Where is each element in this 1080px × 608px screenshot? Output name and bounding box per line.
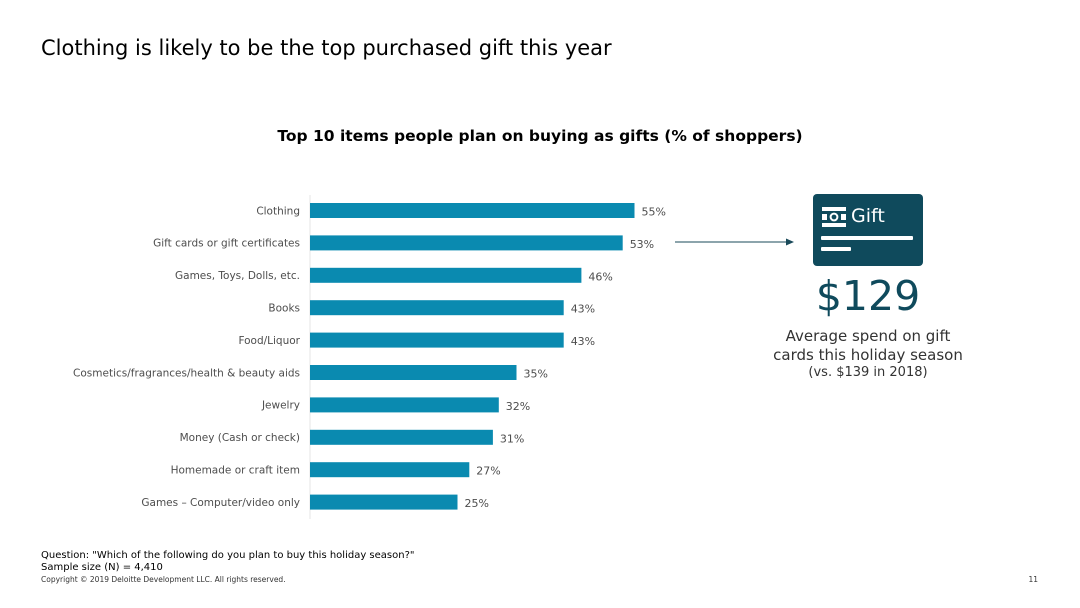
copyright: Copyright © 2019 Deloitte Development LL…: [41, 575, 286, 584]
bar: [310, 203, 635, 218]
gift-card-icon: [822, 207, 846, 227]
bar: [310, 332, 564, 348]
gift-card-graphic: Gift: [813, 194, 923, 266]
value-label: 32%: [506, 400, 530, 413]
category-label: Gift cards or gift certificates: [153, 238, 300, 250]
gift-card-label: Gift: [851, 205, 885, 227]
footnote-sample-size: Sample size (N) = 4,410: [41, 562, 163, 573]
callout-line-3: (vs. $139 in 2018): [808, 365, 928, 380]
category-label: Homemade or craft item: [171, 465, 300, 477]
slide-title: Clothing is likely to be the top purchas…: [41, 36, 612, 60]
category-label: Food/Liquor: [238, 335, 300, 347]
value-label: 35%: [524, 368, 548, 381]
chart-title: Top 10 items people plan on buying as gi…: [277, 127, 803, 145]
value-label: 53%: [630, 238, 654, 251]
bar: [310, 429, 493, 445]
bar: [310, 462, 470, 478]
bar: [310, 267, 582, 283]
average-spend-amount: $129: [815, 272, 921, 320]
callout-line-1: Average spend on gift: [785, 327, 951, 345]
value-label: 43%: [571, 303, 595, 316]
category-label: Money (Cash or check): [180, 432, 300, 444]
page-number: 11: [1028, 575, 1038, 584]
category-label: Clothing: [256, 205, 300, 217]
footnote-question: Question: "Which of the following do you…: [41, 550, 415, 561]
callout-arrowhead: [786, 238, 794, 246]
value-label: 27%: [476, 465, 500, 478]
value-label: 46%: [588, 270, 612, 283]
value-label: 31%: [500, 432, 524, 445]
bar: [310, 300, 564, 316]
value-label: 25%: [465, 497, 489, 510]
category-label: Books: [268, 303, 300, 315]
category-label: Jewelry: [261, 400, 300, 412]
bar: [310, 494, 458, 510]
value-label: 55%: [642, 206, 666, 219]
gift-card-line: [821, 247, 851, 251]
callout-line-2: cards this holiday season: [773, 346, 963, 364]
bar: [310, 235, 623, 251]
category-label: Games – Computer/video only: [141, 497, 300, 509]
category-label: Games, Toys, Dolls, etc.: [175, 270, 300, 282]
gift-card-line: [821, 236, 913, 240]
bar: [310, 365, 517, 380]
bar: [310, 397, 499, 413]
value-label: 43%: [571, 335, 595, 348]
category-label: Cosmetics/fragrances/health & beauty aid…: [73, 367, 300, 379]
